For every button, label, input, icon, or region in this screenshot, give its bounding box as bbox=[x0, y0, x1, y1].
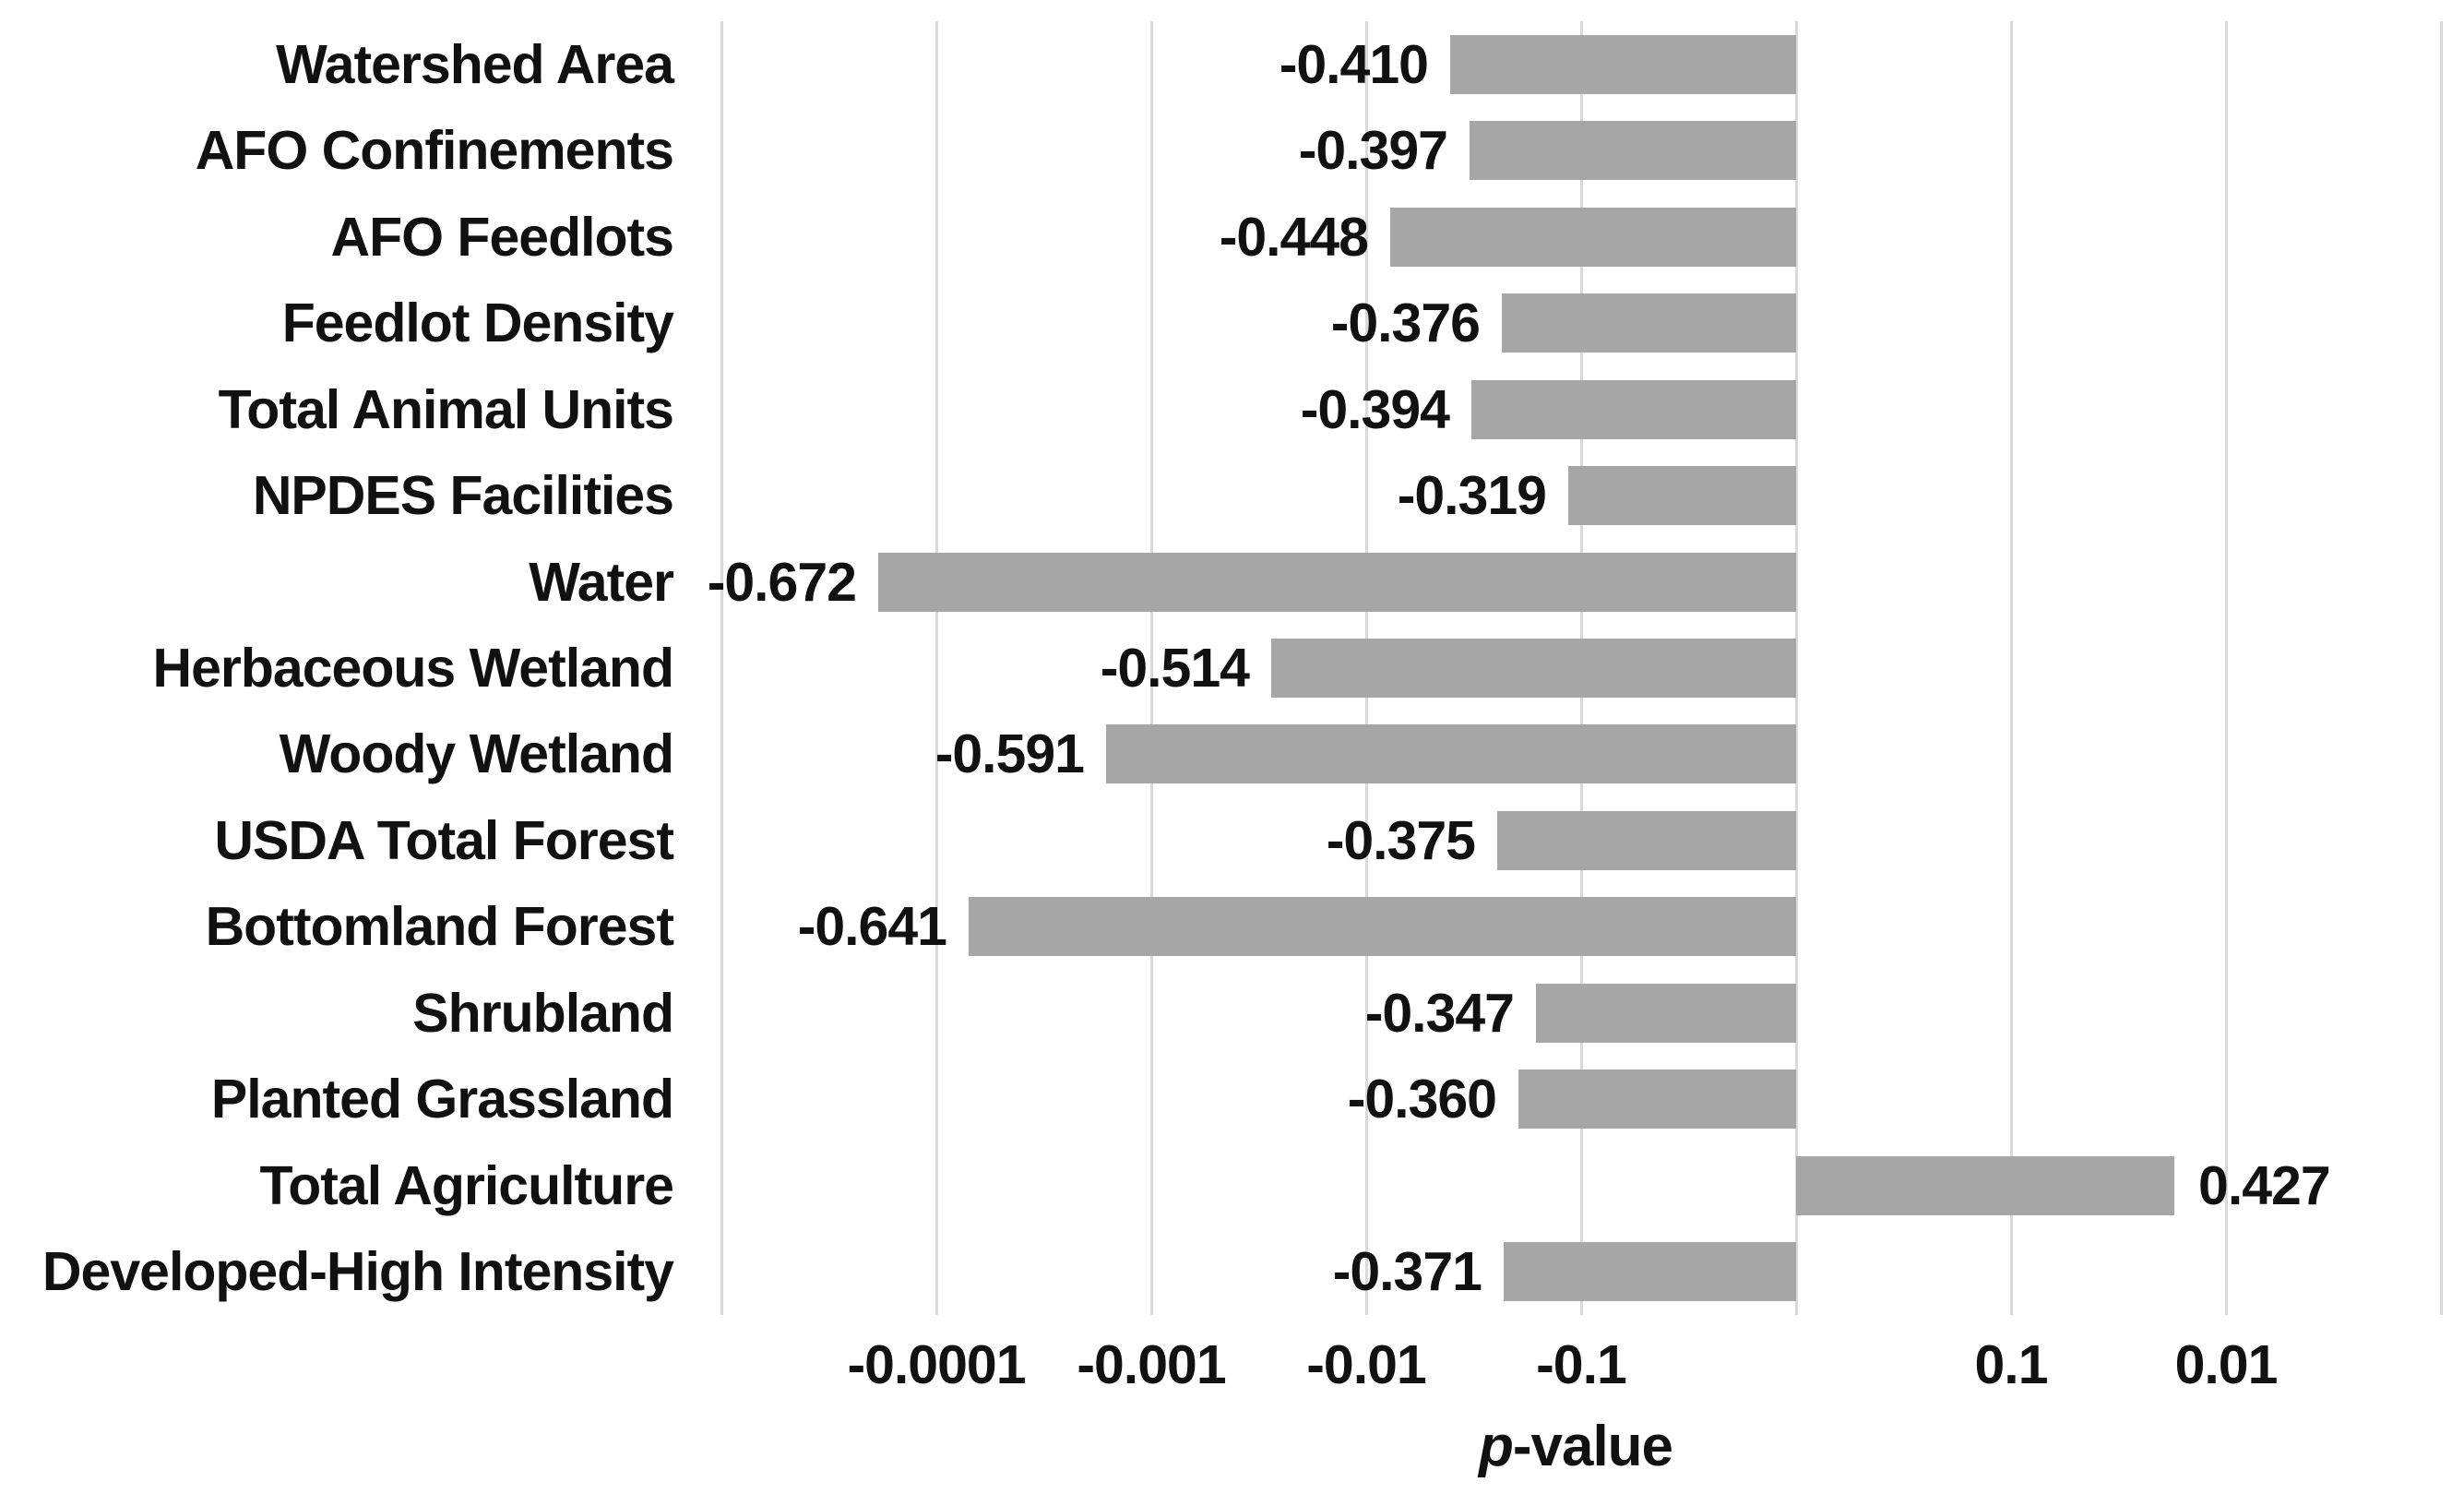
bar-total-agriculture bbox=[1796, 1156, 2174, 1215]
gridline-decade--5 bbox=[720, 21, 723, 1315]
category-label-planted-grassland: Planted Grassland bbox=[210, 1069, 674, 1129]
bar-afo-confinements bbox=[1470, 121, 1796, 180]
category-label-afo-confinements: AFO Confinements bbox=[195, 120, 674, 181]
category-label-water: Water bbox=[529, 552, 674, 613]
bar-water bbox=[878, 553, 1796, 612]
category-label-shrubland: Shrubland bbox=[412, 983, 674, 1044]
x-tick-label-0-01: 0.01 bbox=[2174, 1334, 2279, 1395]
value-label-herbaceous-wetland: -0.514 bbox=[1100, 638, 1250, 699]
category-label-developed-high-intensity: Developed-High Intensity bbox=[42, 1241, 674, 1302]
x-axis-title-suffix: -value bbox=[1512, 1415, 1673, 1478]
category-label-npdes-facilities: NPDES Facilities bbox=[252, 465, 674, 526]
x-tick-label-0-0001: -0.0001 bbox=[847, 1334, 1026, 1395]
bar-woody-wetland bbox=[1106, 724, 1796, 783]
gridline-decade-0 bbox=[1795, 21, 1798, 1315]
category-label-woody-wetland: Woody Wetland bbox=[279, 723, 674, 784]
bar-herbaceous-wetland bbox=[1271, 639, 1796, 698]
value-label-watershed-area: -0.410 bbox=[1279, 34, 1429, 95]
value-label-planted-grassland: -0.360 bbox=[1347, 1069, 1497, 1129]
value-label-feedlot-density: -0.376 bbox=[1330, 293, 1481, 353]
bar-developed-high-intensity bbox=[1504, 1242, 1796, 1301]
category-label-total-animal-units: Total Animal Units bbox=[218, 379, 674, 440]
category-label-watershed-area: Watershed Area bbox=[276, 34, 674, 95]
bar-watershed-area bbox=[1450, 35, 1796, 94]
value-label-usda-total-forest: -0.375 bbox=[1326, 810, 1476, 871]
gridline-decade--3 bbox=[1150, 21, 1153, 1315]
x-axis-title-italic-p: p bbox=[1478, 1415, 1514, 1478]
gridline-decade-3 bbox=[2440, 21, 2443, 1315]
bar-npdes-facilities bbox=[1568, 466, 1796, 525]
value-label-total-animal-units: -0.394 bbox=[1300, 379, 1450, 440]
value-label-npdes-facilities: -0.319 bbox=[1397, 465, 1547, 526]
value-label-developed-high-intensity: -0.371 bbox=[1332, 1241, 1482, 1302]
category-label-usda-total-forest: USDA Total Forest bbox=[214, 810, 674, 871]
value-label-woody-wetland: -0.591 bbox=[934, 723, 1085, 784]
category-label-feedlot-density: Feedlot Density bbox=[281, 293, 674, 353]
bar-afo-feedlots bbox=[1390, 208, 1796, 267]
bar-shrubland bbox=[1536, 984, 1796, 1043]
x-tick-label-0-01: -0.01 bbox=[1306, 1334, 1426, 1395]
value-label-water: -0.672 bbox=[707, 552, 857, 613]
category-label-herbaceous-wetland: Herbaceous Wetland bbox=[152, 638, 674, 699]
category-label-bottomland-forest: Bottomland Forest bbox=[205, 896, 674, 957]
x-axis-title: p-value bbox=[1207, 1415, 1945, 1479]
bar-planted-grassland bbox=[1518, 1070, 1796, 1129]
bar-total-animal-units bbox=[1471, 380, 1796, 439]
bar-bottomland-forest bbox=[969, 897, 1796, 956]
category-label-afo-feedlots: AFO Feedlots bbox=[330, 207, 674, 268]
bar-usda-total-forest bbox=[1497, 811, 1796, 870]
gridline-decade-2 bbox=[2225, 21, 2228, 1315]
x-tick-label-0-001: -0.001 bbox=[1077, 1334, 1226, 1395]
bar-feedlot-density bbox=[1502, 293, 1796, 353]
value-label-total-agriculture: 0.427 bbox=[2198, 1155, 2331, 1216]
gridline-decade-1 bbox=[2010, 21, 2013, 1315]
value-label-bottomland-forest: -0.641 bbox=[797, 896, 947, 957]
value-label-afo-feedlots: -0.448 bbox=[1219, 207, 1369, 268]
x-tick-label-0-1: 0.1 bbox=[1974, 1334, 2048, 1395]
value-label-shrubland: -0.347 bbox=[1364, 983, 1515, 1044]
x-tick-label-0-1: -0.1 bbox=[1536, 1334, 1627, 1395]
category-label-total-agriculture: Total Agriculture bbox=[259, 1155, 674, 1216]
value-label-afo-confinements: -0.397 bbox=[1298, 120, 1448, 181]
gridline-decade--4 bbox=[935, 21, 938, 1315]
